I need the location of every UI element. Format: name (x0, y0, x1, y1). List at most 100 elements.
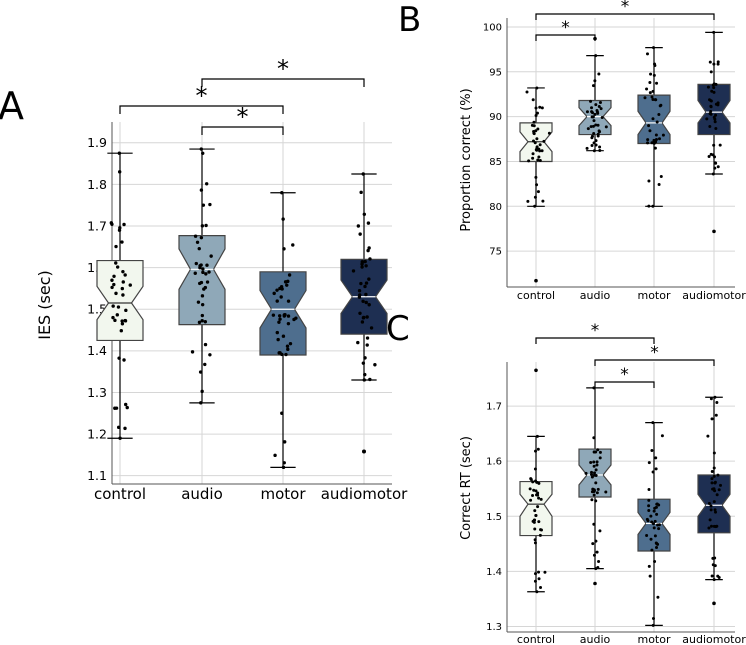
a-data-point (196, 300, 201, 304)
b-data-point (652, 46, 656, 50)
a-data-point (361, 172, 365, 176)
b-y-tick-label: 75 (489, 247, 502, 258)
a-significance-star: * (277, 55, 289, 83)
c-data-point (657, 523, 661, 527)
c-data-point (584, 471, 588, 475)
c-data-point (651, 470, 655, 474)
b-data-point (604, 125, 608, 129)
a-significance-star: * (196, 82, 208, 110)
panel-c: C Correct RT (sec) 1.3 1.4 1.5 1.6 1.7 contro… (386, 309, 746, 645)
a-data-point (282, 440, 287, 444)
c-data-point (534, 479, 538, 483)
a-data-point (200, 313, 205, 318)
c-data-point (538, 533, 542, 537)
c-data-point (707, 502, 711, 506)
a-data-point (110, 285, 114, 290)
c-data-point (529, 498, 533, 502)
a-significance-bracket (201, 78, 365, 87)
c-data-point (657, 527, 661, 531)
a-data-point (200, 224, 205, 228)
a-data-point (282, 461, 286, 465)
b-data-point (536, 127, 540, 131)
b-data-point (659, 174, 663, 178)
c-data-point (649, 514, 653, 518)
b-data-point (597, 72, 601, 76)
a-data-point (276, 337, 280, 342)
a-data-point (111, 315, 115, 320)
a-data-point (286, 314, 291, 318)
a-data-point (122, 358, 126, 362)
a-data-point (197, 246, 201, 251)
b-data-point (534, 129, 538, 133)
a-data-point (114, 291, 118, 296)
c-data-point (539, 528, 543, 532)
a-box-audio (178, 147, 226, 405)
a-data-point (121, 280, 125, 284)
a-data-point (365, 315, 369, 319)
c-data-point (534, 489, 538, 493)
b-data-point (712, 143, 716, 147)
c-y-tick-label: 1.3 (486, 622, 502, 633)
a-data-point (200, 302, 205, 307)
a-data-point (123, 273, 127, 277)
c-data-point (590, 470, 594, 474)
b-data-point (591, 115, 595, 119)
c-data-point (653, 534, 657, 538)
c-data-point (589, 460, 593, 464)
c-data-point (594, 481, 598, 485)
a-data-point (120, 322, 125, 326)
b-box-body (697, 83, 731, 136)
b-data-point (709, 99, 713, 103)
a-data-point (190, 350, 195, 354)
c-outlier-point (534, 368, 538, 373)
a-data-point (117, 356, 121, 360)
a-data-point (124, 308, 128, 313)
a-data-point (291, 243, 295, 247)
c-data-point (715, 493, 719, 497)
a-data-point (207, 270, 211, 274)
c-data-point (647, 564, 651, 568)
a-x-tick-label-motor: motor (260, 485, 306, 503)
b-data-point (593, 79, 597, 83)
b-data-point (647, 179, 651, 183)
b-data-point (714, 102, 718, 106)
b-data-point (589, 99, 593, 103)
a-data-point (209, 254, 213, 258)
c-data-point (710, 477, 714, 481)
a-data-point (199, 235, 204, 240)
a-data-point (281, 465, 286, 470)
a-data-point (366, 221, 371, 225)
b-data-point (709, 109, 713, 113)
b-data-point (708, 124, 712, 128)
c-data-point (709, 508, 713, 512)
c-data-point (529, 478, 533, 482)
c-data-point (716, 574, 720, 578)
a-data-point (277, 314, 282, 318)
b-data-point (648, 91, 652, 95)
a-data-point (285, 283, 289, 287)
b-data-point (592, 149, 596, 153)
b-data-point (599, 107, 603, 111)
c-data-point (536, 491, 540, 495)
b-significance-bracket (535, 34, 596, 41)
a-data-point (362, 212, 367, 217)
c-data-point (647, 498, 651, 502)
b-data-point (710, 89, 714, 93)
b-data-point (713, 120, 717, 124)
b-data-point (661, 133, 665, 137)
c-x-tick-label-motor: motor (637, 633, 670, 645)
b-data-point (536, 158, 540, 162)
a-significance-bracket (119, 105, 284, 114)
a-data-point (205, 263, 209, 267)
b-data-point (705, 117, 709, 121)
b-data-point (658, 137, 662, 141)
a-x-tick-label-control: control (94, 485, 146, 503)
a-data-point (367, 277, 371, 281)
c-box-body (519, 480, 553, 537)
c-data-point (532, 488, 536, 492)
c-significance-bracket (594, 381, 655, 388)
a-data-point (358, 311, 362, 315)
c-data-point (709, 524, 713, 528)
b-data-point (648, 81, 652, 85)
b-outlier-point (712, 229, 716, 234)
